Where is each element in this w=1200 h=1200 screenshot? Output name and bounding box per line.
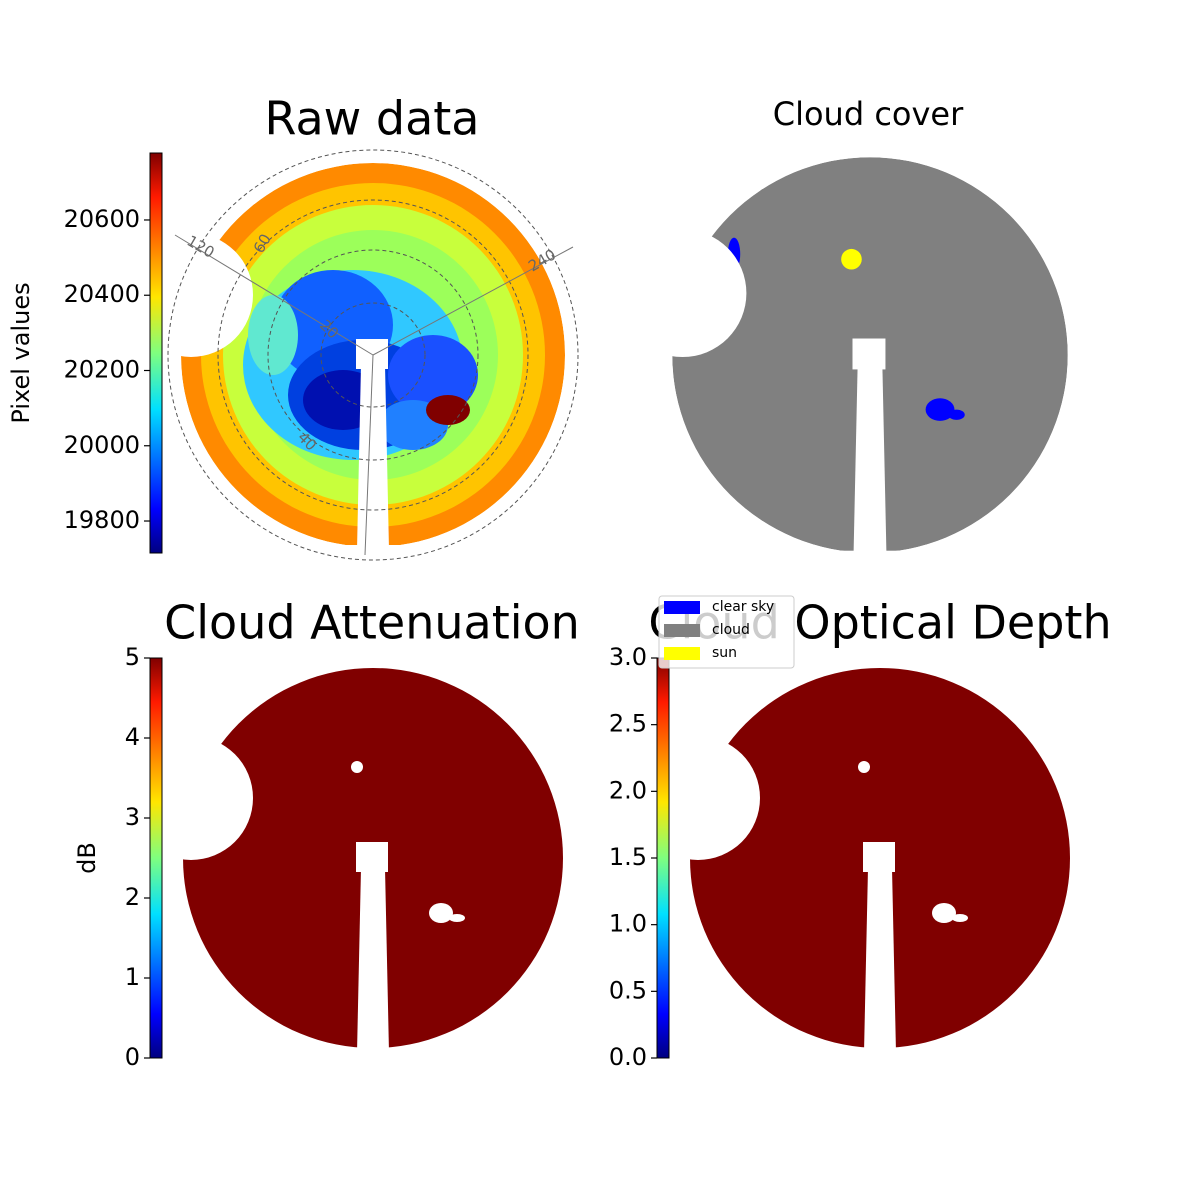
polar-ring <box>267 249 479 461</box>
colorbar-tick-label: 20400 <box>64 280 140 308</box>
colorbar-tick-label: 0.5 <box>609 976 647 1004</box>
colorbar-tick-label: 4 <box>125 723 140 751</box>
colorbar-tick-label: 1.0 <box>609 910 647 938</box>
colorbar-tick-label: 2 <box>125 883 140 911</box>
cloud-fill <box>183 668 563 1048</box>
colorbar-tick-label: 20200 <box>64 355 140 383</box>
legend: clear sky cloud sun <box>658 595 795 669</box>
legend-label: cloud <box>712 622 750 638</box>
colorbar <box>149 152 163 554</box>
panel-title: Cloud cover <box>773 95 964 133</box>
colorbar-tick-label: 3.0 <box>609 643 647 671</box>
azimuth-line <box>174 234 374 356</box>
azimuth-line <box>364 354 374 556</box>
colorbar <box>149 657 163 1059</box>
polar-grid <box>167 149 579 561</box>
panel-title: Cloud Attenuation <box>164 596 580 650</box>
colorbar-tick-label: 3 <box>125 803 140 831</box>
colorbar-tick-label: 5 <box>125 643 140 671</box>
colorbar <box>656 657 670 1059</box>
attenuation-image <box>183 668 563 1048</box>
panel-title: Raw data <box>265 92 480 146</box>
colorbar-tick-label: 20600 <box>64 205 140 233</box>
polar-ring <box>167 149 579 561</box>
colorbar-label: dB <box>73 842 101 874</box>
colorbar-tick-label: 1 <box>125 963 140 991</box>
colorbar-tick-label: 19800 <box>64 506 140 534</box>
polar-ring <box>320 302 426 408</box>
colorbar-tick-label: 20000 <box>64 431 140 459</box>
colorbar-tick-label: 2.5 <box>609 710 647 738</box>
legend-label: sun <box>712 645 737 661</box>
legend-label: clear sky <box>712 599 774 615</box>
colorbar-tick-label: 0.0 <box>609 1043 647 1071</box>
colorbar-tick-label: 2.0 <box>609 776 647 804</box>
colorbar-tick-label: 1.5 <box>609 843 647 871</box>
cloud-cover-image <box>672 157 1068 553</box>
legend-swatch <box>664 624 700 637</box>
legend-swatch <box>664 601 700 614</box>
optical-depth-image <box>690 668 1070 1048</box>
colorbar-label: Pixel values <box>7 282 35 423</box>
cloud-fill <box>690 668 1070 1048</box>
legend-swatch <box>664 647 700 660</box>
colorbar-tick-label: 0 <box>125 1043 140 1071</box>
polar-ring <box>217 199 529 511</box>
azimuth-line <box>372 246 574 356</box>
